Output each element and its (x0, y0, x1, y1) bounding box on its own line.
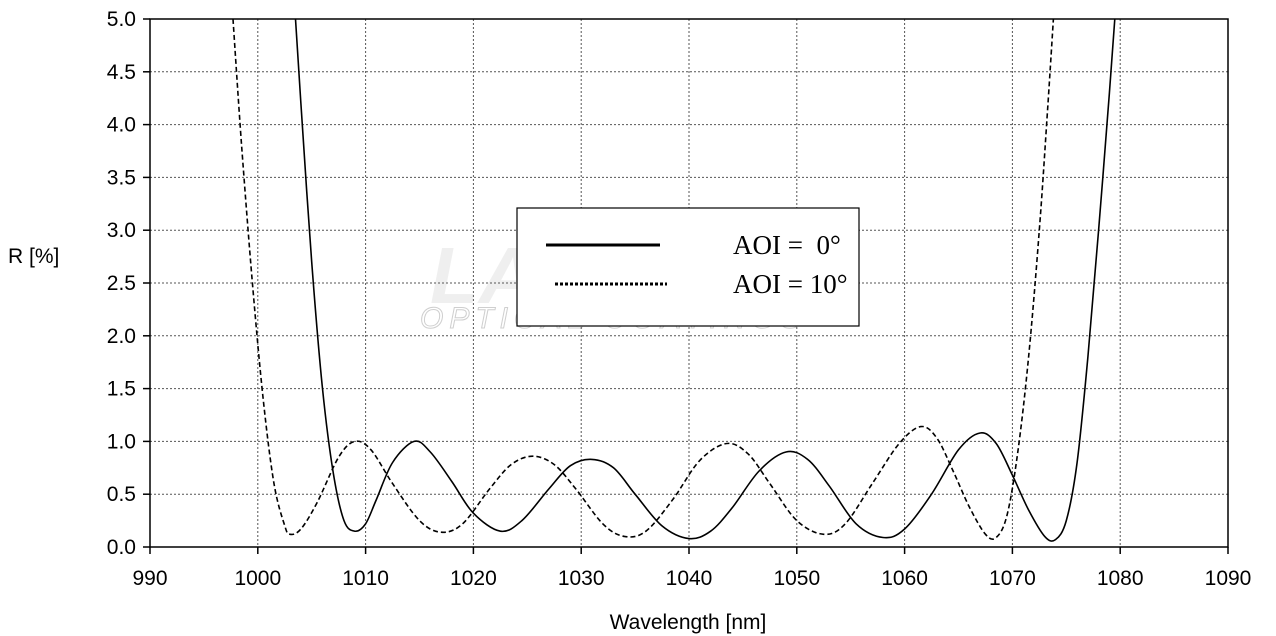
y-tick-label: 0.5 (107, 483, 136, 506)
legend-label-aoi-0: AOI = 0° (733, 230, 841, 260)
x-axis: 990 1000 1010 1020 1030 1040 1050 1060 1070 1080 1… (132, 547, 1251, 590)
x-tick-label: 1020 (450, 567, 497, 590)
x-tick-label: 1060 (881, 567, 928, 590)
x-tick-label: 1070 (989, 567, 1036, 590)
x-tick-label: 990 (132, 567, 167, 590)
y-tick-label: 1.0 (107, 430, 136, 453)
y-tick-label: 0.0 (107, 536, 136, 559)
series-layer (232, 19, 1116, 542)
x-tick-label: 1090 (1205, 567, 1252, 590)
x-tick-label: 1000 (234, 567, 281, 590)
x-tick-label: 1080 (1097, 567, 1144, 590)
legend-label-aoi-10: AOI = 10° (733, 269, 848, 299)
x-tick-label: 1050 (773, 567, 820, 590)
x-tick-label: 1030 (558, 567, 605, 590)
x-tick-label: 1010 (342, 567, 389, 590)
y-tick-label: 2.0 (107, 325, 136, 348)
x-tick-label: 1040 (666, 567, 713, 590)
y-tick-label: 3.0 (107, 219, 136, 242)
y-tick-label: 4.0 (107, 114, 136, 137)
y-tick-label: 1.5 (107, 378, 136, 401)
y-tick-label: 4.5 (107, 61, 136, 84)
y-axis-title: R [%] (8, 245, 59, 268)
legend: AOI = 0° AOI = 10° (516, 207, 860, 327)
series-line-aoi-10 (232, 19, 1055, 541)
legend-box (516, 207, 860, 327)
y-tick-label: 5.0 (107, 8, 136, 31)
series-line-aoi-0 (294, 19, 1116, 542)
grid-lines (150, 19, 1228, 547)
y-tick-label: 2.5 (107, 272, 136, 295)
y-axis: 0.0 0.5 1.0 1.5 2.0 2.5 3.0 3.5 4.0 4.5 5.0 (107, 8, 150, 559)
y-tick-label: 3.5 (107, 166, 136, 189)
x-axis-title: Wavelength [nm] (610, 611, 767, 634)
